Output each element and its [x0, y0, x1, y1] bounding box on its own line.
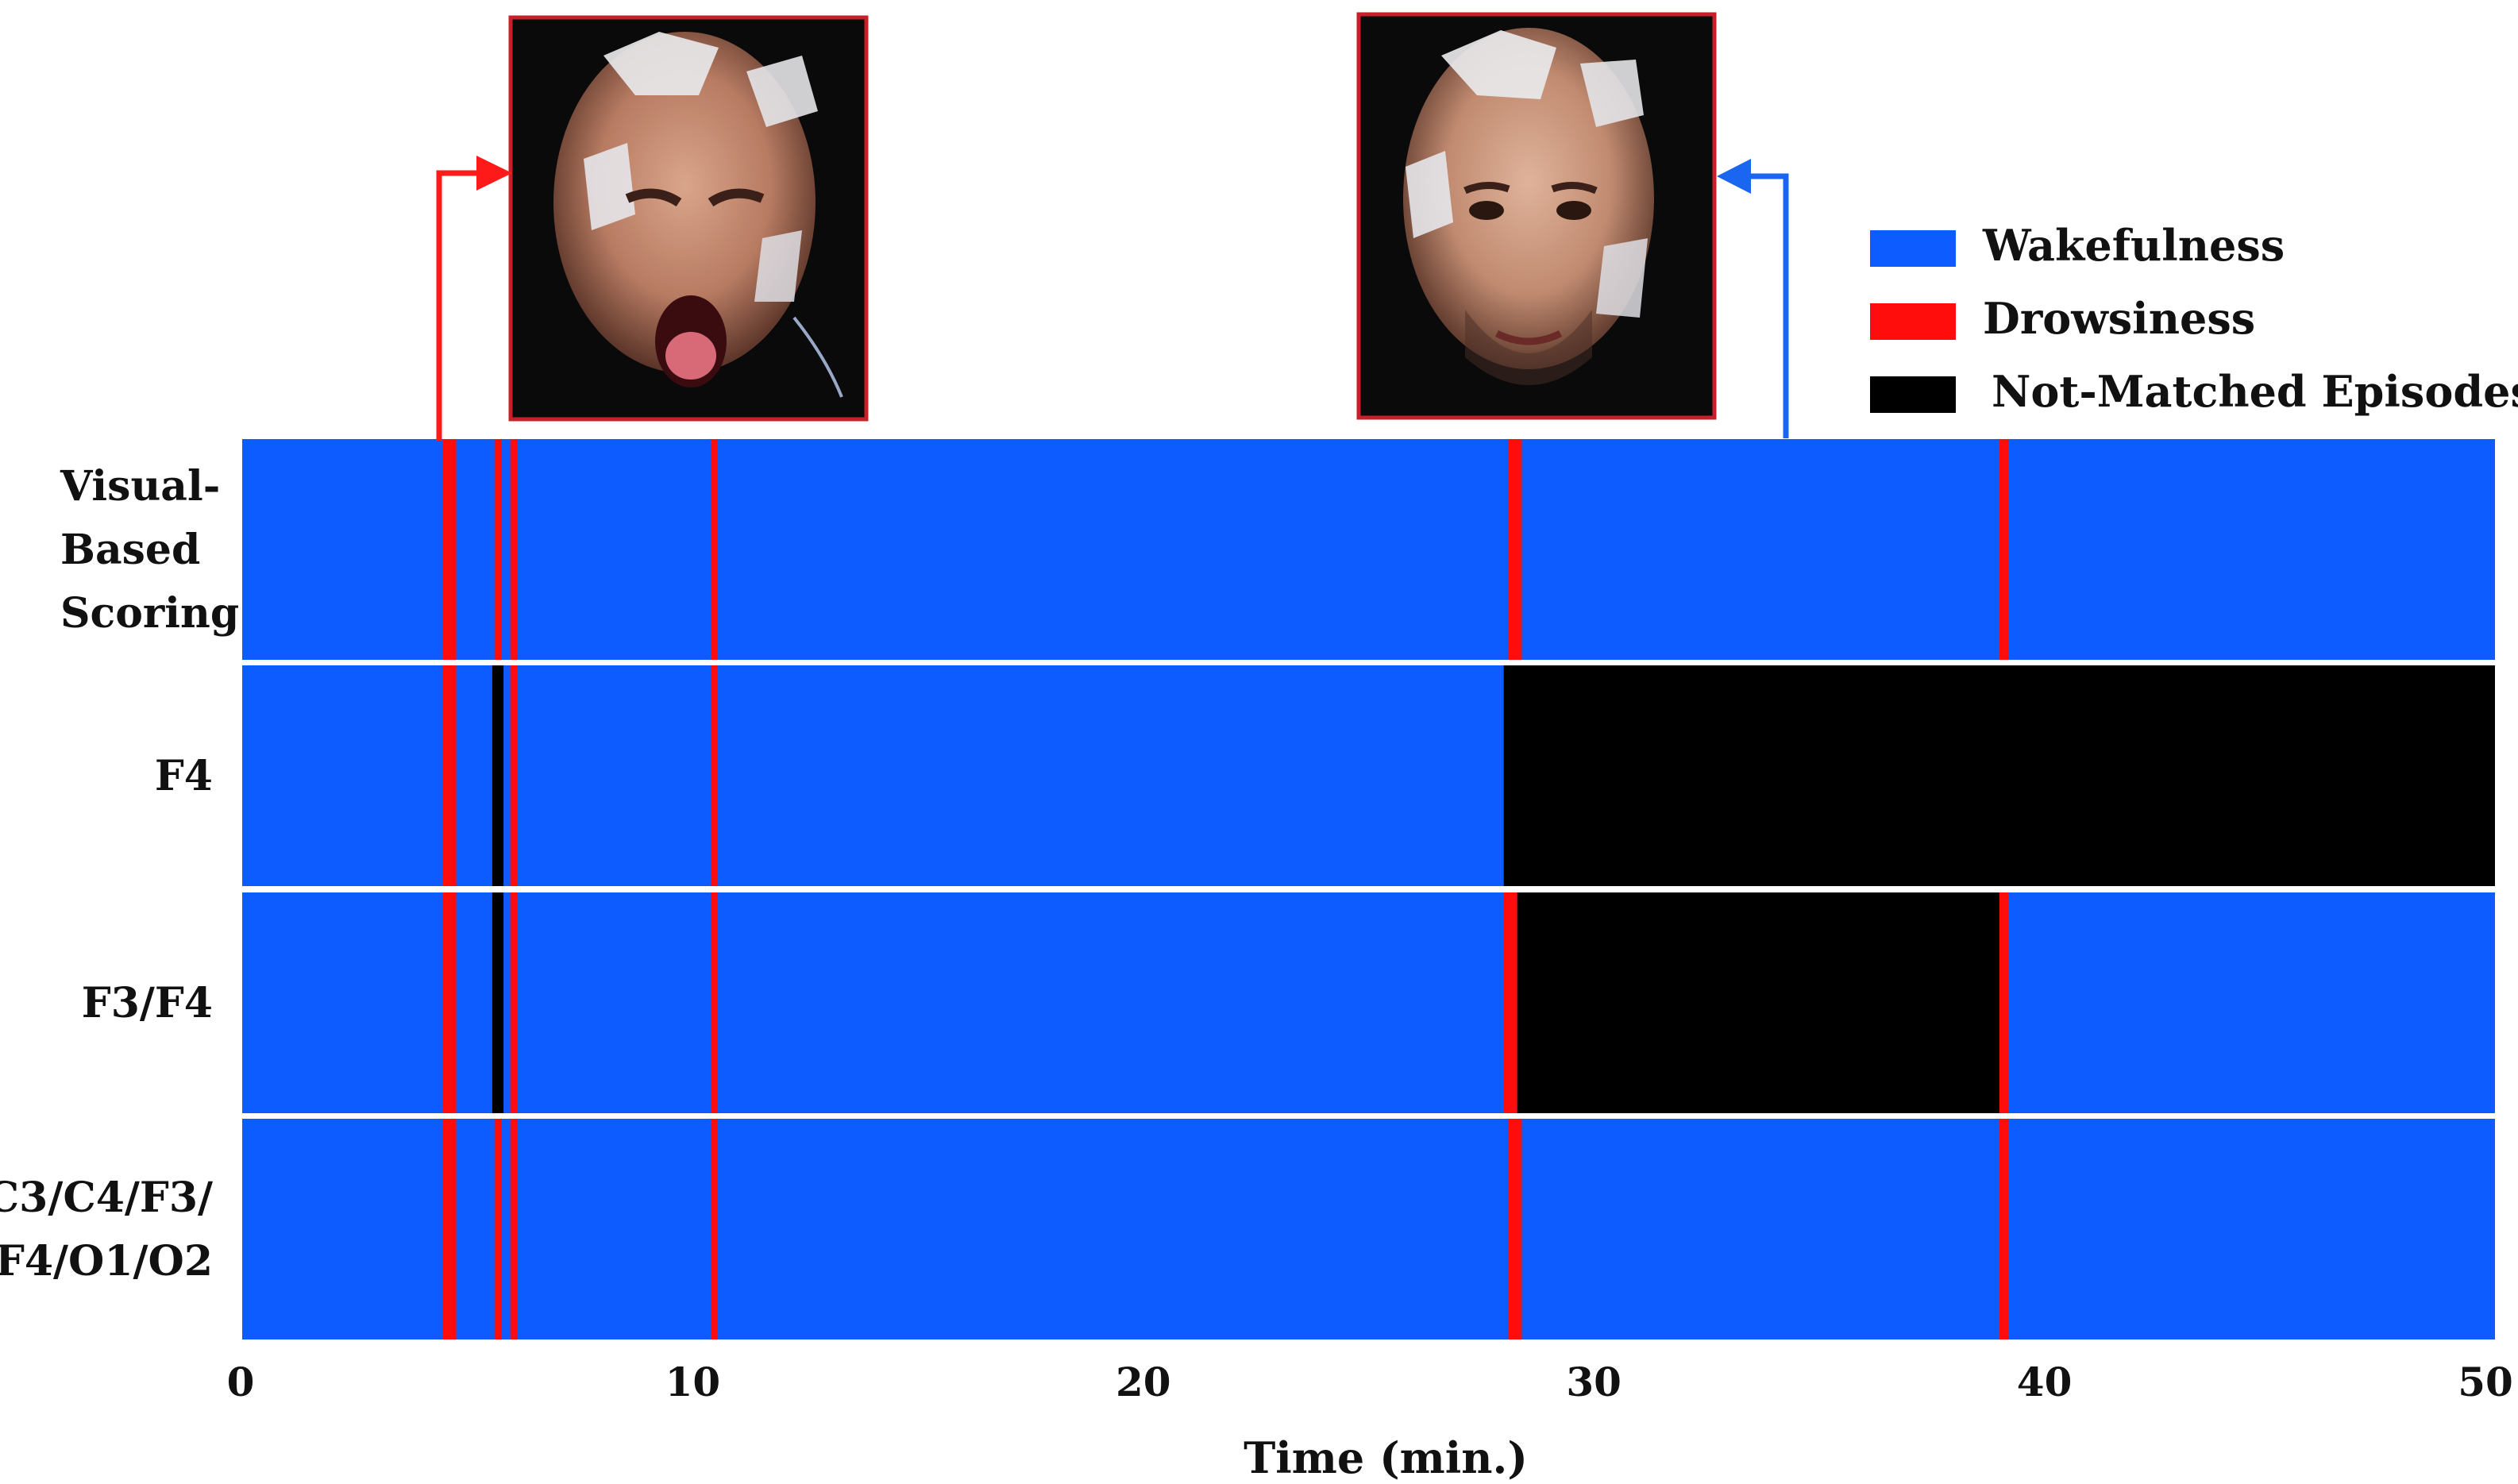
legend-swatch-nomatch: [1870, 376, 1956, 413]
row-0: [242, 439, 2495, 660]
row-2-episode-drowsy: [510, 892, 518, 1113]
row-1-episode-drowsy: [442, 665, 457, 886]
legend-label-drowsy: Drowsiness: [1983, 293, 2255, 344]
drowsy-photo-arrow: [436, 156, 512, 441]
row-0-episode-drowsy: [494, 439, 502, 660]
legend-swatch-drowsy: [1870, 303, 1956, 340]
row-3: [242, 1119, 2495, 1339]
row-0-episode-drowsy: [711, 439, 718, 660]
x-tick-label: 20: [1116, 1359, 1171, 1405]
row-labels: Visual- Based Scoring F4 F3/F4 C3/C4/F3/F4/O1…: [0, 462, 239, 1285]
row-1-episode-nomatch: [1503, 665, 2495, 886]
row-0-episode-drowsy: [442, 439, 457, 660]
row-1: [242, 665, 2495, 886]
row-1-label-line-0: F4: [155, 752, 213, 800]
row-0-episode-drowsy: [1508, 439, 1522, 660]
x-axis: 0 10 20 30 40 50: [227, 1359, 2513, 1405]
row-2-episode-drowsy: [1999, 892, 2009, 1113]
row-1-episode-drowsy: [510, 665, 518, 886]
row-2-episode-nomatch: [492, 892, 504, 1113]
x-axis-label: Time (min.): [1244, 1432, 1528, 1483]
drowsy-driver-photo: [508, 15, 869, 422]
row-0-label-line-0: Visual-: [60, 462, 220, 511]
x-tick-label: 10: [665, 1359, 721, 1405]
row-1-episode-nomatch: [492, 665, 504, 886]
row-2-episode-drowsy: [442, 892, 457, 1113]
x-tick-label: 30: [1566, 1359, 1621, 1405]
wakeful-driver-photo: [1356, 12, 1717, 420]
row-2: [242, 892, 2495, 1113]
row-3-label-line-0: C3/C4/F3/: [0, 1174, 213, 1222]
wakeful-photo-arrow: [1717, 159, 1789, 438]
row-2-episode-drowsy: [711, 892, 718, 1113]
row-3-wake-background: [242, 1119, 2495, 1339]
x-tick-label: 40: [2017, 1359, 2073, 1405]
legend: Wakefulness Drowsiness Not-Matched Episode…: [1870, 220, 2518, 417]
row-1-episode-drowsy: [711, 665, 718, 886]
legend-swatch-wake: [1870, 230, 1956, 267]
row-3-episode-drowsy: [1999, 1119, 2009, 1339]
row-2-episode-drowsy: [1503, 892, 1517, 1113]
x-tick-label: 50: [2458, 1359, 2513, 1405]
row-3-episode-drowsy: [494, 1119, 502, 1339]
row-0-wake-background: [242, 439, 2495, 660]
row-2-wake-background: [242, 892, 2495, 1113]
row-0-label-line-2: Scoring: [60, 589, 239, 638]
row-3-label-line-1: F4/O1/O2: [0, 1237, 213, 1285]
row-3-episode-drowsy: [711, 1119, 718, 1339]
row-0-episode-drowsy: [1999, 439, 2009, 660]
row-3-episode-drowsy: [1508, 1119, 1522, 1339]
row-2-episode-nomatch: [1517, 892, 1999, 1113]
legend-label-wake: Wakefulness: [1982, 220, 2285, 271]
row-0-episode-drowsy: [510, 439, 518, 660]
row-0-label-line-1: Based: [60, 526, 200, 574]
row-2-label-line-0: F3/F4: [82, 979, 213, 1027]
x-tick-label: 0: [227, 1359, 255, 1405]
legend-label-nomatch: Not-Matched Episodes: [1992, 366, 2518, 417]
timeline-rows: [242, 439, 2495, 1339]
row-3-episode-drowsy: [510, 1119, 518, 1339]
row-3-episode-drowsy: [442, 1119, 457, 1339]
